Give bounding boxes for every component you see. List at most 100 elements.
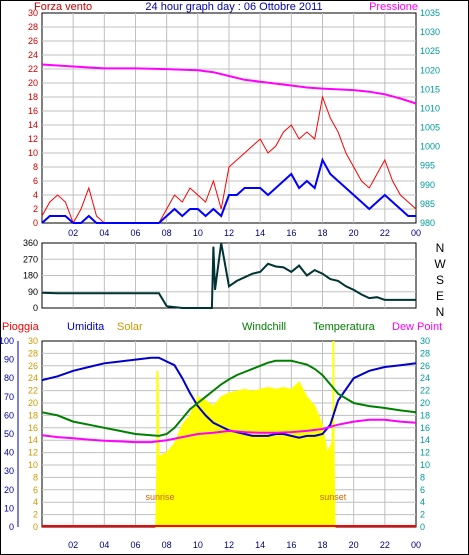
x-tick-label: 22 <box>380 540 390 550</box>
pressure-line <box>41 63 417 105</box>
x-tick-label: 04 <box>99 228 109 238</box>
y-tick-label-pressure: 990 <box>420 180 435 190</box>
chart-title: 24 hour graph day : 06 Ottobre 2011 <box>145 1 322 13</box>
x-tick-label: 14 <box>255 228 265 238</box>
y-tick-label-pressure: 1010 <box>420 103 440 113</box>
y-tick-label-wind: 14 <box>28 120 38 130</box>
y-tick-label-solar: 4 <box>33 497 38 507</box>
y-tick-label-temperature: 20 <box>420 398 430 408</box>
sunrise-label: sunrise <box>145 492 174 502</box>
y-tick-label-pressure: 1000 <box>420 142 440 152</box>
y-tick-label-temperature: 14 <box>420 435 430 445</box>
y-tick-label-humidity: 80 <box>4 373 14 383</box>
y-tick-label-solar: 16 <box>28 423 38 433</box>
x-tick-label: 06 <box>130 228 140 238</box>
direction-label-s: S <box>436 273 444 287</box>
y-tick-label-solar: 14 <box>28 435 38 445</box>
y-tick-label-pressure: 980 <box>420 218 435 228</box>
x-tick-label: 06 <box>130 540 140 550</box>
y-tick-label-pressure: 985 <box>420 199 435 209</box>
y-tick-label-wind: 2 <box>33 204 38 214</box>
y-tick-label-wind: 26 <box>28 36 38 46</box>
y-tick-label-wind: 12 <box>28 134 38 144</box>
x-tick-label: 20 <box>349 228 359 238</box>
y-tick-label-solar: 26 <box>28 361 38 371</box>
y-tick-label-direction: 360 <box>23 238 38 248</box>
y-tick-label-direction: 270 <box>23 254 38 264</box>
y-tick-label-solar: 12 <box>28 448 38 458</box>
x-tick-label: 14 <box>255 540 265 550</box>
dewpoint-line <box>41 418 417 444</box>
y-tick-label-humidity: 30 <box>4 466 14 476</box>
y-tick-label-humidity: 60 <box>4 410 14 420</box>
y-tick-label-direction: 180 <box>23 271 38 281</box>
y-tick-label-wind: 28 <box>28 22 38 32</box>
x-tick-label: 02 <box>68 228 78 238</box>
y-tick-label-pressure: 1030 <box>420 27 440 37</box>
x-tick-label: 10 <box>193 228 203 238</box>
legend-solar: Solar <box>117 321 143 333</box>
x-tick-label: 12 <box>224 540 234 550</box>
x-tick-label: 00 <box>411 228 421 238</box>
y-tick-label-pressure: 1020 <box>420 65 440 75</box>
y-tick-label-solar: 22 <box>28 386 38 396</box>
y-tick-label-temperature: 26 <box>420 361 430 371</box>
y-tick-label-wind: 8 <box>33 162 38 172</box>
y-tick-label-pressure: 1035 <box>420 8 440 18</box>
pressure-axis-label: Pressione <box>369 1 418 13</box>
x-tick-label: 18 <box>317 540 327 550</box>
y-tick-label-temperature: 4 <box>420 497 425 507</box>
y-tick-label-humidity: 40 <box>4 448 14 458</box>
x-tick-label: 02 <box>68 540 78 550</box>
x-tick-label: 08 <box>162 228 172 238</box>
legend-dew-point: Dew Point <box>392 321 442 333</box>
y-tick-label-humidity: 10 <box>4 503 14 513</box>
y-tick-label-solar: 10 <box>28 460 38 470</box>
y-tick-label-temperature: 12 <box>420 448 430 458</box>
sunset-label: sunset <box>320 492 347 502</box>
x-tick-label: 12 <box>224 228 234 238</box>
x-tick-label: 20 <box>349 540 359 550</box>
wind-direction-line <box>41 242 416 309</box>
y-tick-label-humidity: 0 <box>9 522 14 532</box>
direction-label-e: E <box>436 289 444 303</box>
y-tick-label-temperature: 22 <box>420 386 430 396</box>
y-tick-label-direction: 90 <box>28 287 38 297</box>
legend-temperatura: Temperatura <box>313 321 376 333</box>
x-tick-label: 00 <box>411 540 421 550</box>
y-tick-label-temperature: 6 <box>420 485 425 495</box>
y-tick-label-wind: 18 <box>28 92 38 102</box>
y-tick-label-wind: 30 <box>28 8 38 18</box>
x-tick-label: 18 <box>317 228 327 238</box>
wind-axis-label: Forza vento <box>34 1 92 13</box>
y-tick-label-solar: 28 <box>28 348 38 358</box>
y-tick-label-humidity: 50 <box>4 429 14 439</box>
y-tick-label-wind: 0 <box>33 218 38 228</box>
y-tick-label-solar: 18 <box>28 410 38 420</box>
legend-umidita: Umidita <box>67 321 105 333</box>
legend-windchill: Windchill <box>242 321 286 333</box>
y-tick-label-temperature: 10 <box>420 460 430 470</box>
y-tick-label-solar: 24 <box>28 373 38 383</box>
y-tick-label-temperature: 0 <box>420 522 425 532</box>
y-tick-label-solar: 8 <box>33 472 38 482</box>
direction-label-n2: N <box>436 305 445 319</box>
x-tick-label: 08 <box>162 540 172 550</box>
temperature-line <box>41 359 417 437</box>
y-tick-label-humidity: 70 <box>4 392 14 402</box>
legend-pioggia: Pioggia <box>2 321 40 333</box>
wind-average-line <box>41 157 416 224</box>
y-tick-label-wind: 22 <box>28 64 38 74</box>
y-tick-label-temperature: 28 <box>420 348 430 358</box>
y-tick-label-pressure: 1015 <box>420 84 440 94</box>
y-tick-label-direction: 0 <box>33 303 38 313</box>
y-tick-label-humidity: 20 <box>4 485 14 495</box>
x-tick-label: 16 <box>286 228 296 238</box>
y-tick-label-temperature: 30 <box>420 336 430 346</box>
y-tick-label-temperature: 24 <box>420 373 430 383</box>
y-tick-label-wind: 16 <box>28 106 38 116</box>
y-tick-label-solar: 2 <box>33 510 38 520</box>
y-tick-label-solar: 20 <box>28 398 38 408</box>
y-tick-label-temperature: 2 <box>420 510 425 520</box>
